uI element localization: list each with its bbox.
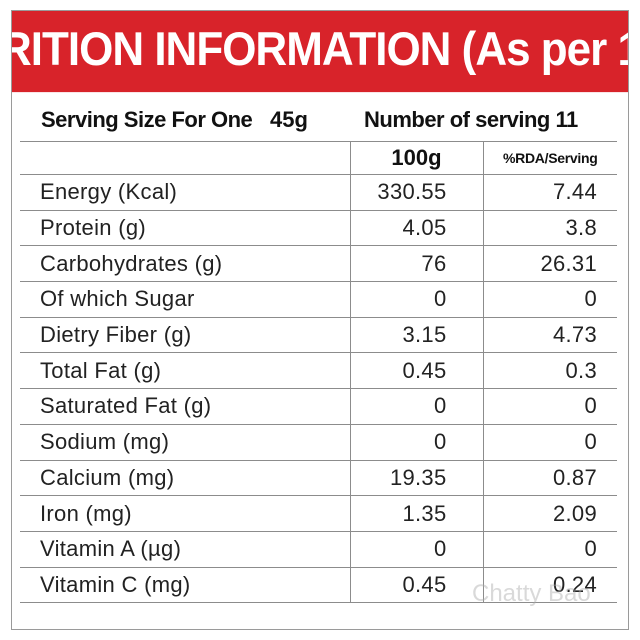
nutrient-name: Energy (Kcal) xyxy=(20,174,350,211)
value-rda: 0.24 xyxy=(482,566,617,604)
nutrient-name: Saturated Fat (g) xyxy=(20,388,350,425)
table-row: Vitamin C (mg) 0.45 0.24 xyxy=(20,566,617,604)
value-rda: 0 xyxy=(482,388,617,425)
table-body: Energy (Kcal) 330.55 7.44 Protein (g) 4.05 3.… xyxy=(20,174,617,604)
serving-info: Serving Size For One 45g Number of servi… xyxy=(12,89,628,151)
value-per-100g: 0.45 xyxy=(349,566,483,604)
column-header-nutrient xyxy=(20,141,350,175)
nutrient-name: Vitamin C (mg) xyxy=(20,566,350,604)
nutrition-label: NUTRITION INFORMATION (As per 100g) Serv… xyxy=(11,10,629,630)
table-row: Saturated Fat (g) 0 0 xyxy=(20,388,617,425)
value-per-100g: 76 xyxy=(349,245,483,283)
value-rda: 0 xyxy=(482,530,617,568)
value-rda: 0 xyxy=(482,281,617,318)
value-rda: 7.44 xyxy=(482,174,617,211)
nutrient-name: Vitamin A (µg) xyxy=(20,530,350,568)
value-rda: 4.73 xyxy=(482,316,617,354)
nutrient-name: Iron (mg) xyxy=(20,495,350,532)
value-per-100g: 0 xyxy=(349,530,483,568)
nutrition-title: NUTRITION INFORMATION (As per 100g) xyxy=(12,11,628,93)
table-row: Sodium (mg) 0 0 xyxy=(20,423,617,461)
table-row: Calcium (mg) 19.35 0.87 xyxy=(20,459,617,497)
value-per-100g: 3.15 xyxy=(349,316,483,354)
value-per-100g: 19.35 xyxy=(349,459,483,497)
table-row: Iron (mg) 1.35 2.09 xyxy=(20,495,617,532)
column-header-per-100g: 100g xyxy=(349,141,483,175)
serving-count: Number of serving 11 xyxy=(364,107,578,132)
value-rda: 26.31 xyxy=(482,245,617,283)
value-rda: 0 xyxy=(482,423,617,461)
value-per-100g: 0 xyxy=(349,388,483,425)
value-rda: 0.3 xyxy=(482,352,617,390)
serving-size-label: Serving Size For One xyxy=(41,107,253,132)
table-row: Protein (g) 4.05 3.8 xyxy=(20,209,617,247)
value-per-100g: 4.05 xyxy=(349,209,483,247)
value-per-100g: 0 xyxy=(349,281,483,318)
table-row: Vitamin A (µg) 0 0 xyxy=(20,530,617,568)
nutrient-name: Sodium (mg) xyxy=(20,423,350,461)
nutrient-name: Calcium (mg) xyxy=(20,459,350,497)
table-row: Energy (Kcal) 330.55 7.44 xyxy=(20,174,617,211)
column-header-rda: %RDA/Serving xyxy=(482,141,617,175)
value-rda: 3.8 xyxy=(482,209,617,247)
nutrition-table: 100g %RDA/Serving Energy (Kcal) 330.55 7.4… xyxy=(20,141,617,604)
nutrient-name: Protein (g) xyxy=(20,209,350,247)
value-rda: 0.87 xyxy=(482,459,617,497)
table-row: Of which Sugar 0 0 xyxy=(20,281,617,318)
serving-size-value: 45g xyxy=(270,107,308,132)
nutrient-name: Of which Sugar xyxy=(20,281,350,318)
value-rda: 2.09 xyxy=(482,495,617,532)
table-row: Total Fat (g) 0.45 0.3 xyxy=(20,352,617,390)
table-header-row: 100g %RDA/Serving xyxy=(20,141,617,175)
nutrient-name: Dietry Fiber (g) xyxy=(20,316,350,354)
value-per-100g: 0 xyxy=(349,423,483,461)
nutrient-name: Total Fat (g) xyxy=(20,352,350,390)
value-per-100g: 330.55 xyxy=(349,174,483,211)
table-row: Carbohydrates (g) 76 26.31 xyxy=(20,245,617,283)
value-per-100g: 1.35 xyxy=(349,495,483,532)
nutrient-name: Carbohydrates (g) xyxy=(20,245,350,283)
value-per-100g: 0.45 xyxy=(349,352,483,390)
table-row: Dietry Fiber (g) 3.15 4.73 xyxy=(20,316,617,354)
